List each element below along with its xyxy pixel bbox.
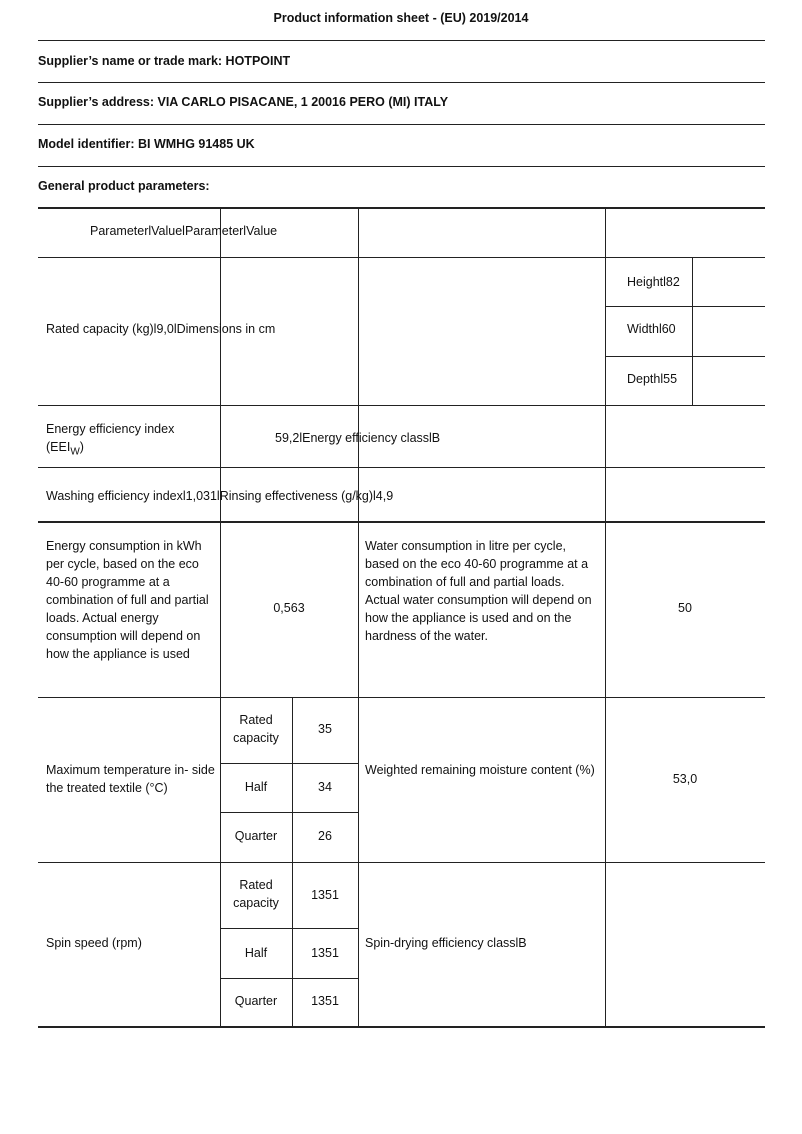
spin-value: 1351 [311,946,339,960]
max-temp-value: 35 [318,722,332,736]
spin-value: 1351 [311,994,339,1008]
supplier-address: Supplier’s address: VIA CARLO PISACANE, … [38,95,449,109]
supplier-name: Supplier’s name or trade mark: HOTPOINT [38,54,291,68]
column-divider [292,697,293,1027]
row-divider [38,257,765,258]
divider [38,124,765,125]
spin-value: 1351 [311,888,339,902]
dimension-depth: Depthl55 [627,372,678,386]
page-title: Product information sheet - (EU) 2019/20… [273,11,529,25]
max-temp-value: 34 [318,780,332,794]
max-temp-value: 26 [318,829,332,843]
eei-label: Energy efficiency index [46,422,175,436]
eei-label-abbr: (EEIW) [46,438,84,462]
table-border [38,207,765,209]
spin-load: Quarter [234,994,278,1008]
max-temp-label: Maximum temperature in- side the treated… [46,763,215,795]
column-divider [605,208,606,1027]
washing-efficiency: Washing efficiency indexl1,031lRinsing e… [46,489,394,503]
row-divider [605,306,765,307]
row-divider [605,356,765,357]
dimension-height: Heightl82 [627,275,680,289]
eei-abbr: (EEI [46,440,71,454]
table-header: ParameterlValuelParameterlValue [90,224,278,238]
spin-speed-label: Spin speed (rpm) [46,936,142,950]
row-divider [38,467,765,468]
moisture-label: Weighted remaining moisture content (%) [365,763,595,777]
moisture-value: 53,0 [672,772,698,786]
row-divider [220,763,358,764]
spin-load: Rated capacity [233,878,279,910]
column-divider [358,208,359,1027]
column-divider [220,208,221,1027]
row-divider [38,405,765,406]
spin-load: Half [244,946,268,960]
energy-consumption-label: Energy consumption in kWh per cycle, bas… [46,539,209,661]
eei-close: ) [79,440,84,454]
row-divider [220,978,358,979]
row-divider [38,862,765,863]
row-divider [220,928,358,929]
divider [38,166,765,167]
table-border [38,1026,765,1028]
water-consumption-label: Water consumption in litre per cycle, ba… [365,539,592,643]
max-temp-load: Quarter [234,829,278,843]
rated-capacity: Rated capacity (kg)l9,0lDimensions in cm [46,322,276,336]
column-divider [692,257,693,405]
row-divider [38,521,765,523]
divider [38,40,765,41]
spin-drying-class: Spin-drying efficiency classlB [365,936,527,950]
row-divider [220,812,358,813]
energy-consumption-value: 0,563 [273,601,305,615]
section-heading: General product parameters: [38,179,210,193]
max-temp-load: Rated capacity [233,713,279,745]
divider [38,82,765,83]
row-divider [38,697,765,698]
dimension-width: Widthl60 [627,322,676,336]
water-consumption-value: 50 [678,601,692,615]
eei-value: 59,2lEnergy efficiency classlB [275,431,441,445]
eei-subscript: W [70,446,80,458]
model-identifier: Model identifier: BI WMHG 91485 UK [38,137,255,151]
max-temp-load: Half [244,780,268,794]
